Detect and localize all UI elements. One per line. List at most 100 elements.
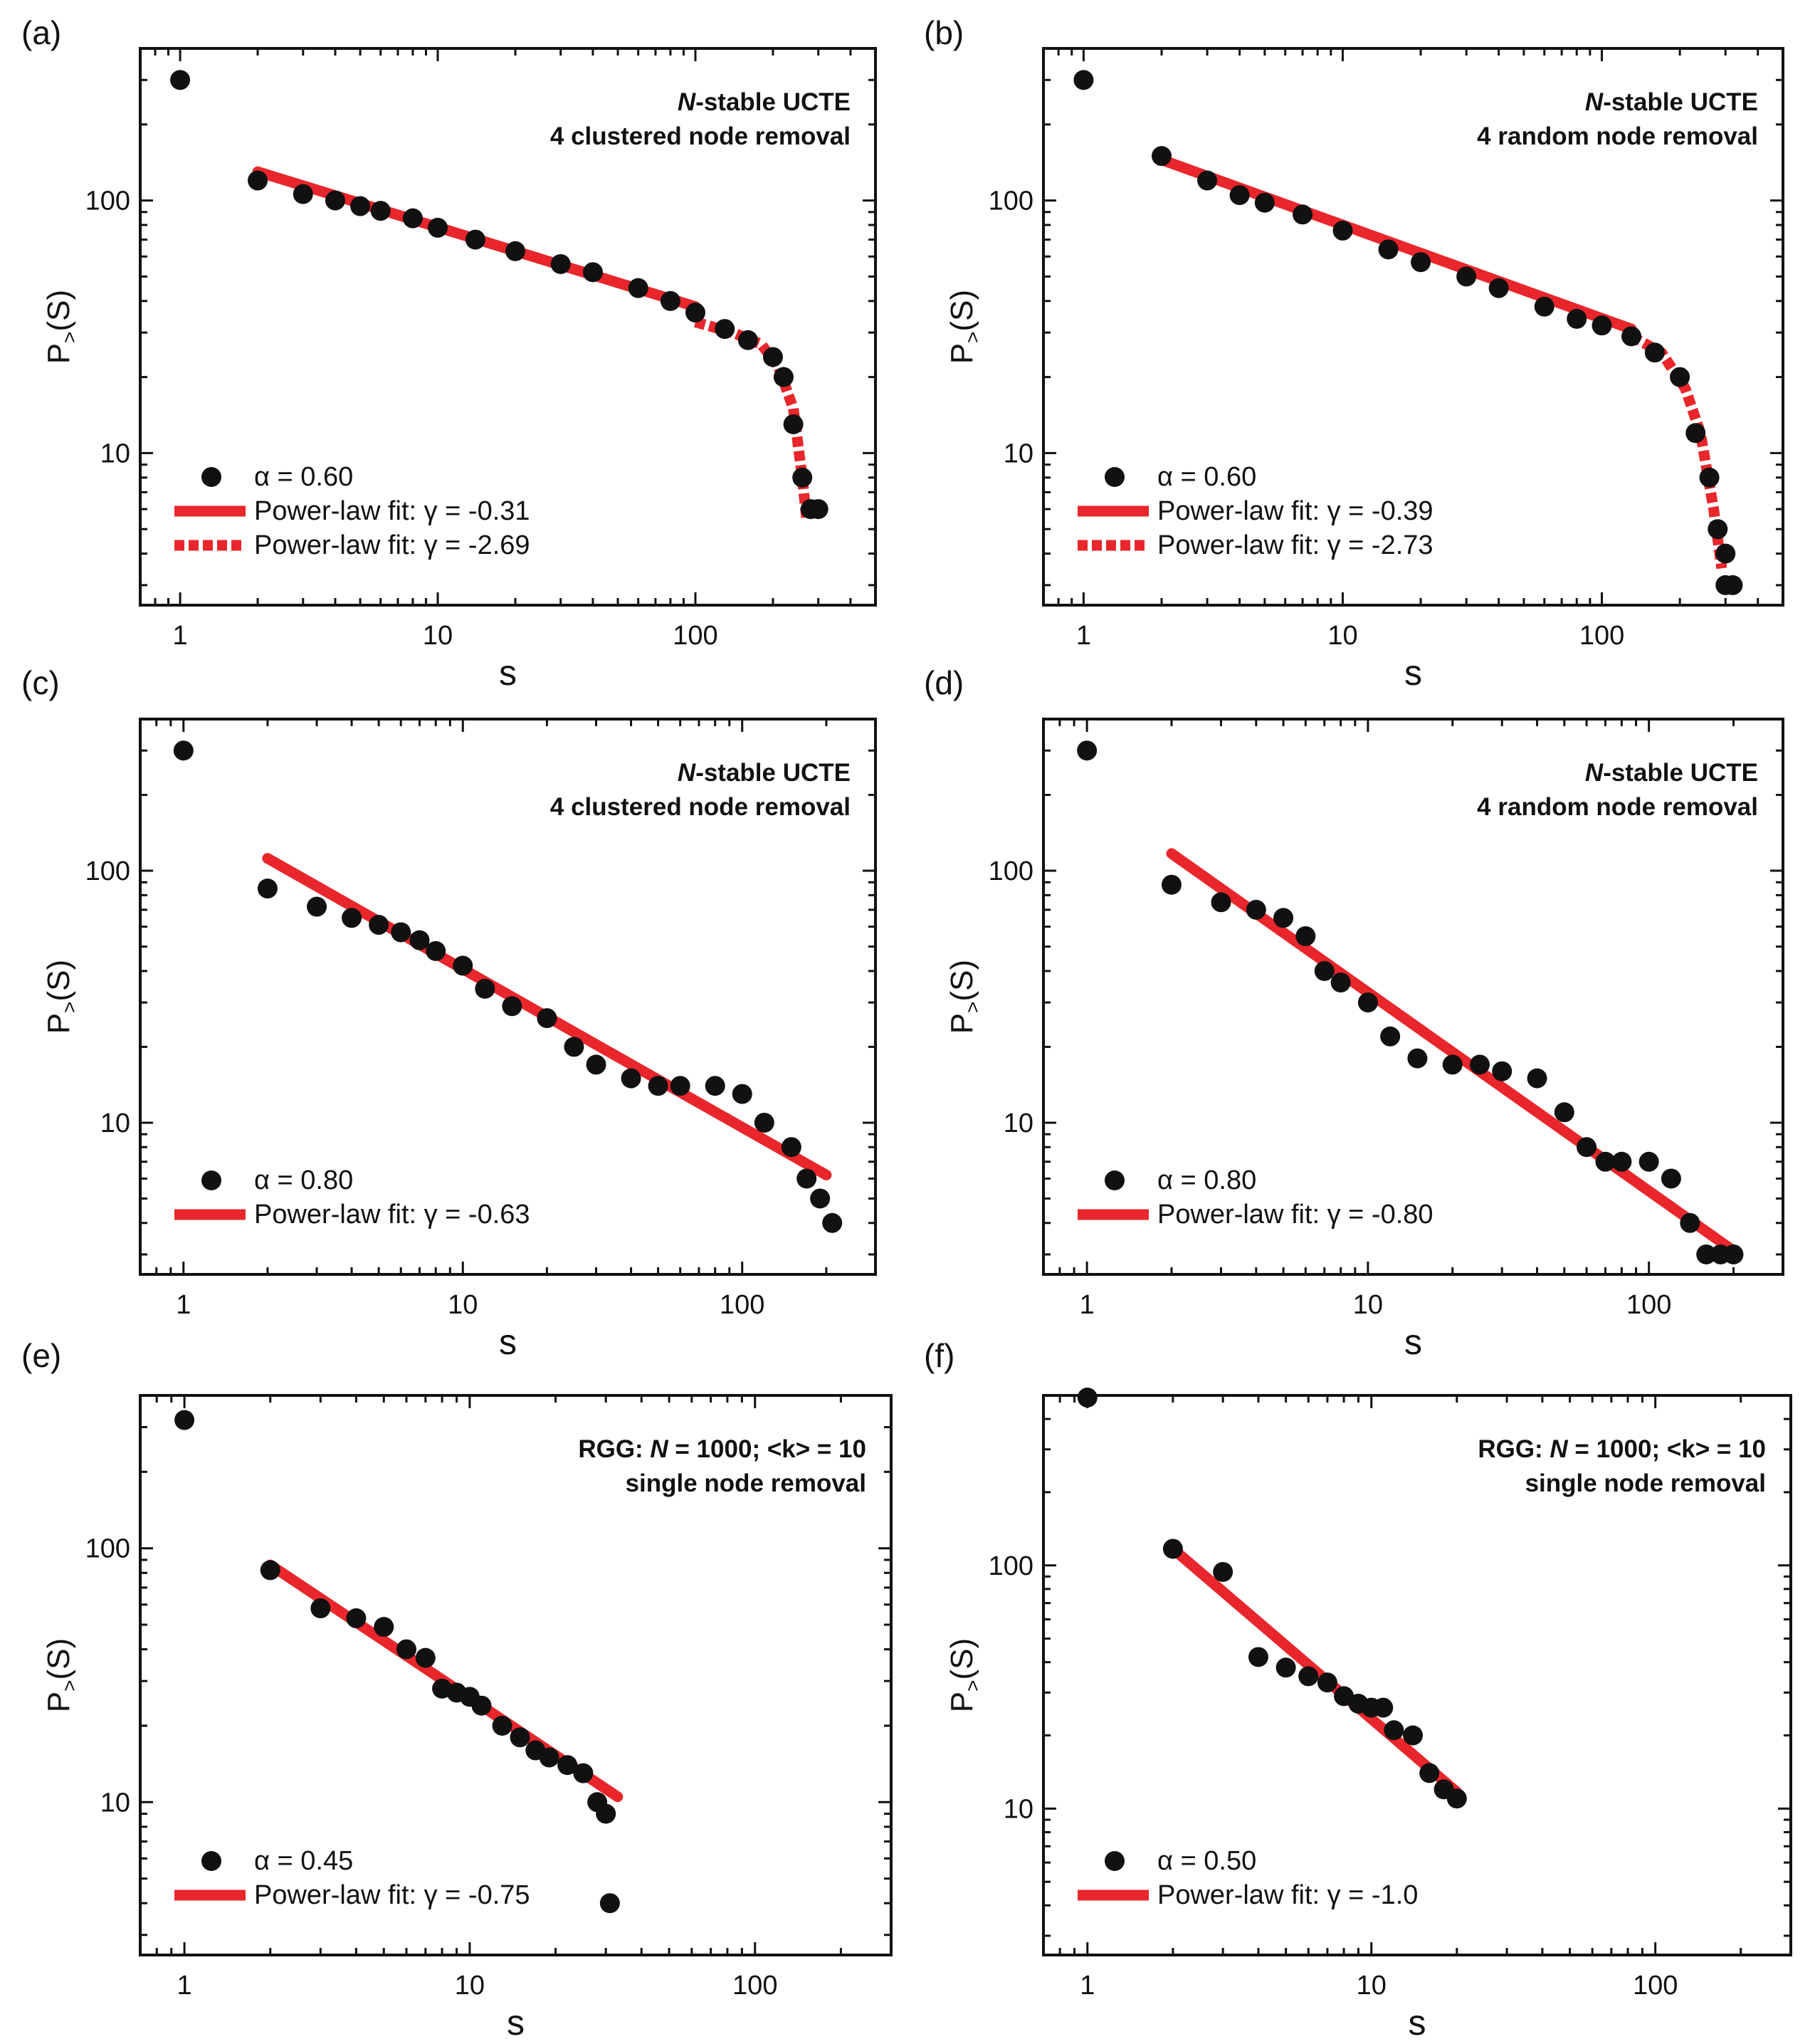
- legend-entry: Power-law fit: γ = -2.73: [1078, 530, 1433, 560]
- x-axis-label: s: [507, 2003, 525, 2043]
- x-tick-label: 1: [172, 621, 187, 651]
- panel-label: (b): [924, 14, 964, 51]
- data-point: [1638, 1151, 1659, 1172]
- annotation-line-2: 4 random node removal: [1477, 793, 1758, 821]
- x-axis-label: s: [1409, 2003, 1426, 2043]
- y-tick-label: 10: [1004, 1794, 1033, 1824]
- plot-frame: [1042, 47, 1784, 607]
- plot-frame: [139, 47, 877, 607]
- legend-label: Power-law fit: γ = -0.39: [1157, 496, 1433, 526]
- data-point: [1246, 899, 1266, 920]
- data-point: [396, 1639, 416, 1660]
- legend-entry: α = 0.80: [201, 1165, 353, 1195]
- data-point: [1699, 467, 1720, 488]
- panel-label: (d): [924, 664, 964, 701]
- data-point: [428, 217, 448, 238]
- annotation-line-2: 4 random node removal: [1477, 122, 1758, 150]
- data-point: [670, 1076, 690, 1096]
- legend-label: α = 0.80: [1157, 1165, 1256, 1195]
- data-point: [1670, 367, 1690, 387]
- legend-entry: Power-law fit: γ = -2.69: [174, 530, 530, 560]
- data-point: [350, 196, 371, 216]
- data-point: [1275, 1657, 1296, 1678]
- data-point: [1317, 1672, 1337, 1693]
- data-point: [1380, 1026, 1401, 1047]
- annotation-line-2: 4 clustered node removal: [550, 122, 851, 150]
- annotation-line-2: 4 clustered node removal: [550, 793, 851, 821]
- legend-label: Power-law fit: γ = -2.73: [1157, 530, 1433, 560]
- legend-dot-symbol: [201, 467, 221, 487]
- fit-line-solid: [1166, 848, 1739, 1257]
- data-point: [370, 201, 391, 221]
- legend-label: α = 0.50: [1157, 1846, 1256, 1876]
- data-point: [1403, 1725, 1424, 1746]
- data-point: [402, 208, 423, 229]
- x-tick-label: 100: [673, 621, 717, 651]
- data-point: [586, 1054, 606, 1075]
- legend-label: Power-law fit: γ = -2.69: [254, 530, 530, 560]
- data-point: [1644, 342, 1665, 363]
- x-tick-label: 10: [455, 1971, 485, 2001]
- legend-entry: α = 0.45: [201, 1846, 353, 1876]
- data-point: [1151, 146, 1172, 167]
- legend-entry: Power-law fit: γ = -1.0: [1078, 1880, 1418, 1910]
- axis-ticks: [1042, 1394, 1792, 1955]
- data-point: [1298, 1666, 1319, 1687]
- data-point: [754, 1112, 774, 1133]
- y-tick-label: 100: [989, 856, 1033, 886]
- legend-entry: α = 0.60: [201, 462, 353, 492]
- y-tick-label: 100: [85, 856, 130, 886]
- data-point: [1273, 908, 1294, 928]
- data-point: [1611, 1151, 1632, 1172]
- data-point: [715, 319, 735, 340]
- data-point: [1715, 543, 1736, 564]
- axis-ticks: [1042, 718, 1784, 1274]
- x-tick-label: 1: [1080, 1290, 1095, 1320]
- data-point: [1332, 220, 1353, 241]
- data-point: [648, 1076, 668, 1096]
- data-point: [475, 978, 495, 999]
- data-point: [773, 367, 794, 387]
- data-point: [1077, 1387, 1098, 1408]
- data-point: [621, 1068, 641, 1089]
- data-point: [596, 1803, 616, 1824]
- data-point: [1708, 519, 1728, 540]
- legend-entry: Power-law fit: γ = -0.31: [174, 496, 530, 526]
- data-point: [170, 70, 191, 90]
- data-point: [257, 879, 278, 899]
- axis-ticks: [139, 718, 877, 1274]
- data-point: [1293, 204, 1313, 225]
- data-point: [685, 303, 705, 323]
- x-tick-label: 1: [176, 1290, 191, 1320]
- data-point: [1073, 70, 1094, 90]
- data-point: [415, 1647, 436, 1668]
- x-tick-label: 10: [1357, 1971, 1387, 2001]
- panel-label: (e): [21, 1337, 61, 1374]
- data-point: [260, 1560, 280, 1581]
- data-point: [510, 1727, 530, 1748]
- data-point: [1357, 992, 1378, 1013]
- x-tick-label: 10: [1353, 1290, 1383, 1320]
- annotation-line-2: single node removal: [626, 1469, 866, 1497]
- data-point: [573, 1763, 594, 1783]
- data-point: [564, 1037, 584, 1057]
- legend-entry: α = 0.50: [1105, 1846, 1256, 1876]
- data-point: [1077, 740, 1098, 761]
- annotation-line-1: RGG: N = 1000; <k> = 10: [1478, 1435, 1766, 1463]
- data-point: [369, 915, 389, 935]
- data-point: [762, 347, 783, 367]
- data-point: [1696, 1244, 1717, 1264]
- data-point: [505, 241, 525, 261]
- legend-dot-symbol: [1105, 1170, 1125, 1190]
- y-tick-label: 10: [100, 1109, 130, 1138]
- data-point: [1567, 308, 1587, 329]
- legend-dot-symbol: [201, 1851, 221, 1871]
- panel-e: (e) 1 10 100 10 100 s P>(S) RGG: N = 1000; <k> =…: [21, 1337, 893, 2043]
- x-tick-label: 1: [177, 1971, 192, 2001]
- legend-dot-symbol: [1105, 467, 1125, 487]
- data-point: [628, 278, 648, 298]
- legend-label: Power-law fit: γ = -0.31: [254, 496, 530, 526]
- data-point: [1211, 892, 1231, 913]
- panel-f: (f) 1 10 100 10 100 s P>(S) RGG: N = 1000; <k> =…: [924, 1337, 1792, 2043]
- legend-entry: α = 0.60: [1105, 462, 1256, 492]
